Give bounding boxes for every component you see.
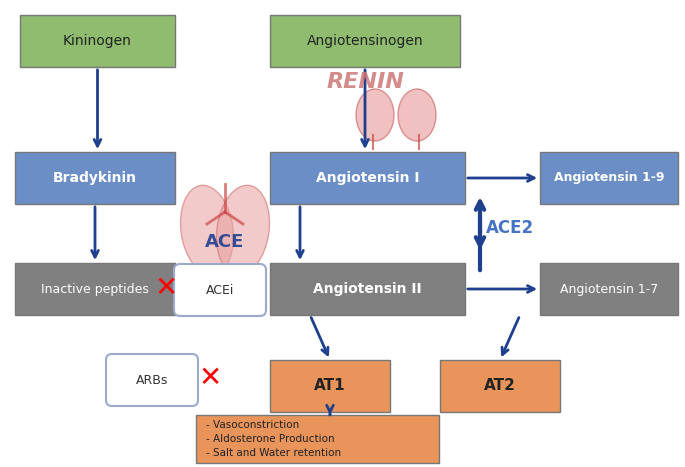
Text: Angiotensin 1-7: Angiotensin 1-7 <box>560 283 658 296</box>
Ellipse shape <box>401 101 413 129</box>
Text: Bradykinin: Bradykinin <box>53 171 137 185</box>
FancyBboxPatch shape <box>270 263 465 315</box>
Ellipse shape <box>356 89 394 141</box>
FancyBboxPatch shape <box>540 152 678 204</box>
FancyBboxPatch shape <box>270 360 390 412</box>
FancyBboxPatch shape <box>270 152 465 204</box>
FancyBboxPatch shape <box>15 152 175 204</box>
Text: Inactive peptides: Inactive peptides <box>41 283 149 296</box>
Text: Kininogen: Kininogen <box>63 34 132 48</box>
FancyBboxPatch shape <box>106 354 198 406</box>
Text: Angiotensin 1-9: Angiotensin 1-9 <box>553 171 664 184</box>
Ellipse shape <box>398 89 436 141</box>
Text: AT1: AT1 <box>314 378 346 394</box>
Text: RENIN: RENIN <box>326 72 404 92</box>
Ellipse shape <box>216 185 269 275</box>
FancyBboxPatch shape <box>440 360 560 412</box>
FancyBboxPatch shape <box>174 264 266 316</box>
Text: ARBs: ARBs <box>136 374 169 387</box>
Text: - Vasoconstriction
- Aldosterone Production
- Salt and Water retention: - Vasoconstriction - Aldosterone Product… <box>206 420 341 458</box>
FancyBboxPatch shape <box>20 15 175 67</box>
FancyBboxPatch shape <box>270 15 460 67</box>
Text: ✕: ✕ <box>154 274 177 302</box>
FancyBboxPatch shape <box>15 263 175 315</box>
Text: Angiotensin I: Angiotensin I <box>316 171 419 185</box>
Text: ✕: ✕ <box>199 364 222 392</box>
Text: ACE2: ACE2 <box>486 219 534 237</box>
Text: ACE: ACE <box>206 233 245 251</box>
Text: Angiotensin II: Angiotensin II <box>313 282 422 296</box>
Text: ACEi: ACEi <box>206 283 234 297</box>
Ellipse shape <box>181 185 234 275</box>
Text: Angiotensinogen: Angiotensinogen <box>307 34 423 48</box>
FancyBboxPatch shape <box>540 263 678 315</box>
Text: AT2: AT2 <box>484 378 516 394</box>
FancyBboxPatch shape <box>196 415 439 463</box>
Ellipse shape <box>379 101 391 129</box>
